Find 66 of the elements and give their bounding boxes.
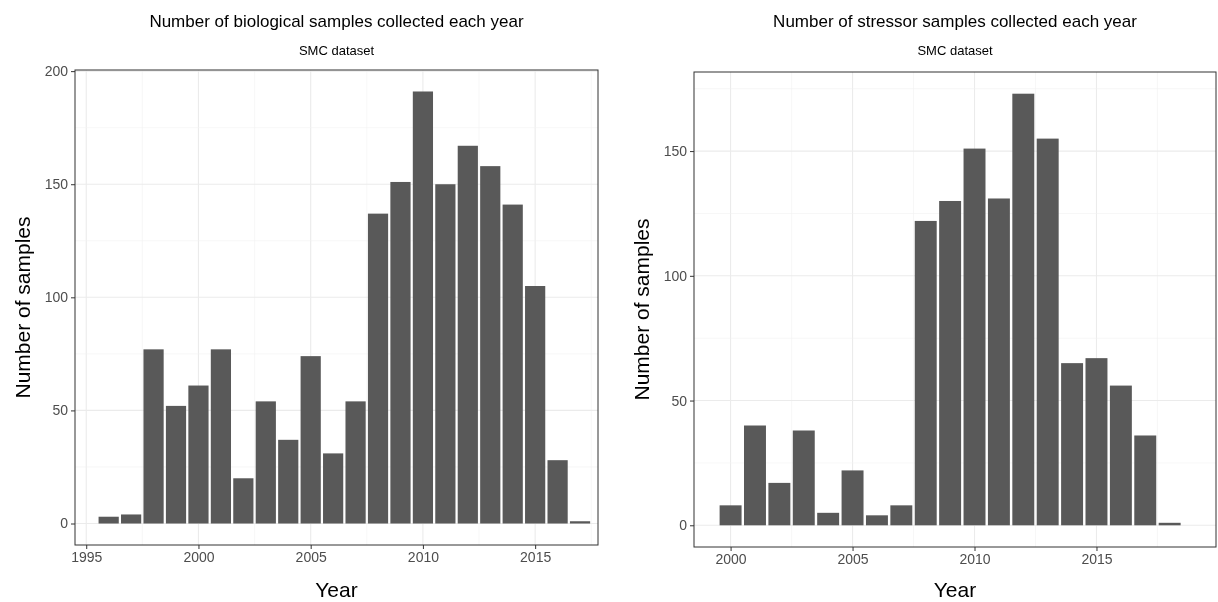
bar [255,401,276,524]
chart-title: Number of biological samples collected each year [149,12,524,31]
bar [323,453,344,524]
y-tick-label: 150 [44,176,69,193]
bar [817,512,840,526]
y-axis-title: Number of samples [11,216,34,399]
bar [1036,138,1059,526]
y-tick-label: 0 [60,515,69,532]
chart-subtitle: SMC dataset [917,43,993,58]
bar [390,181,411,524]
bar [210,349,231,524]
bar [121,514,142,524]
bar [963,148,986,526]
bar [569,521,591,524]
bar [345,401,366,524]
bar [188,385,209,524]
y-tick-label: 100 [663,267,688,284]
bar [792,430,815,526]
bar [412,91,434,524]
bar [502,204,523,524]
bar [890,505,913,526]
bar [1134,435,1157,526]
bar [719,505,742,526]
bar [480,166,501,524]
x-axis-title: Year [933,578,977,601]
bar [278,439,299,524]
bar [165,405,187,524]
x-tick-label: 2015 [1081,550,1113,567]
bar [457,145,478,524]
x-tick-label: 1995 [71,548,103,565]
y-tick-label: 100 [44,289,69,306]
bar [865,515,888,526]
x-tick-label: 2005 [837,550,869,567]
bar [1061,363,1084,526]
bar [525,286,546,524]
bar [744,425,766,526]
x-tick-label: 2000 [715,550,747,567]
bar [300,356,321,524]
y-tick-label: 200 [44,63,69,80]
x-axis-title: Year [315,578,358,601]
bar [914,220,937,526]
chart-title: Number of stressor samples collected each year [773,12,1138,31]
x-tick-label: 2010 [959,550,991,567]
chart-subtitle: SMC dataset [298,43,375,58]
bar [1085,358,1108,526]
y-tick-label: 50 [52,402,69,419]
bar [987,198,1010,526]
x-tick-label: 2000 [183,548,215,565]
y-axis-title: Number of samples [630,218,653,401]
bar [939,200,962,526]
bar [98,516,119,524]
bar [768,482,791,526]
bar [233,478,254,524]
bar [435,184,456,524]
bar [143,349,164,524]
x-tick-label: 2010 [407,548,440,565]
bar [1012,93,1035,526]
bar [367,213,389,524]
bar [841,470,864,526]
y-tick-label: 50 [671,392,688,409]
bar [1109,385,1132,526]
y-tick-label: 0 [679,517,688,534]
x-tick-label: 2015 [520,548,552,565]
y-tick-label: 150 [663,143,688,160]
bar [547,460,568,524]
x-tick-label: 2005 [295,548,327,565]
